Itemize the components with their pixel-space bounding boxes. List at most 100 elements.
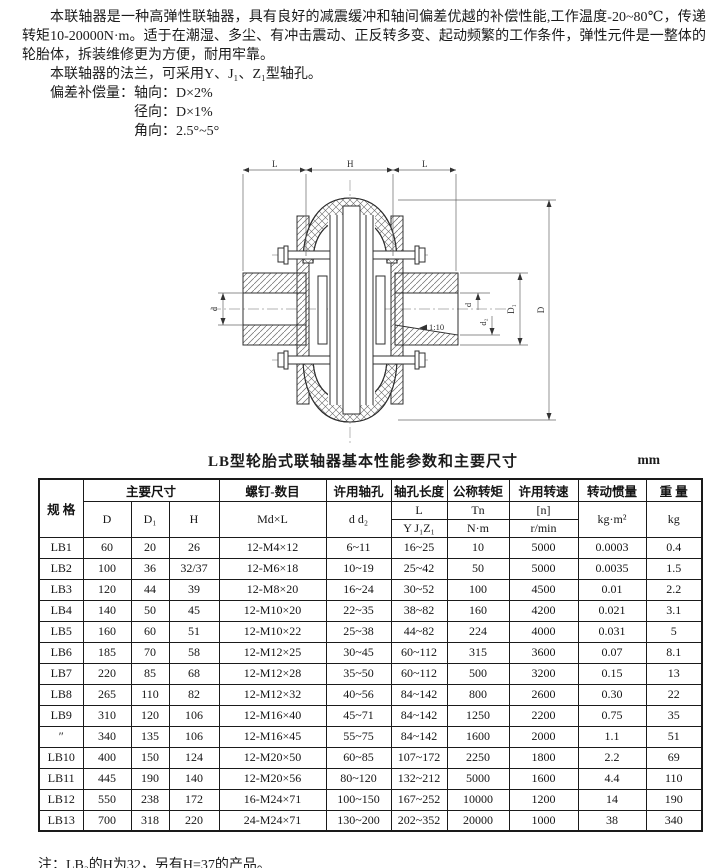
table-cell: 25~38 [325, 620, 392, 643]
col-header-Tn: Tn [446, 500, 510, 520]
table-row: LB1 60 20 26 12-M4×12 6~11 16~25 10 5000 0.0003 0.… [38, 536, 703, 559]
table-title-row: LB型轮胎式联轴器基本性能参数和主要尺寸 mm [0, 450, 726, 472]
col-header-Nm: N·m [446, 518, 510, 538]
col-header-spec: 规 格 [38, 478, 84, 538]
table-cell: LB5 [38, 620, 84, 643]
table-cell: 5 [645, 620, 703, 643]
table-cell: 60~85 [325, 746, 392, 769]
table-cell: 2.2 [577, 746, 647, 769]
col-header-inertia: 转动惯量 [577, 478, 647, 502]
table-cell: LB11 [38, 767, 84, 790]
col-header-bore: 许用轴孔 [325, 478, 392, 502]
table-cell: 107~172 [390, 746, 448, 769]
table-cell: 700 [82, 809, 132, 832]
table-cell: 5000 [446, 767, 510, 790]
table-cell: 58 [168, 641, 220, 664]
table-cell: 84~142 [390, 704, 448, 727]
table-cell: 500 [446, 662, 510, 685]
table-cell: 2000 [508, 725, 579, 748]
table-cell: 22~35 [325, 599, 392, 622]
col-header-YJZ: Y J₁Z₁ [390, 518, 448, 538]
table-cell: 310 [82, 704, 132, 727]
table-cell: 4500 [508, 578, 579, 601]
dimension-D-arrows [546, 200, 552, 420]
table-cell: 45 [168, 599, 220, 622]
table-cell: 400 [82, 746, 132, 769]
table-cell: 10~19 [325, 557, 392, 580]
col-header-main-dims: 主要尺寸 [82, 478, 220, 502]
table-cell: 1800 [508, 746, 579, 769]
table-cell: 160 [446, 599, 510, 622]
table-row: LB5 160 60 51 12-M10×22 25~38 44~82 224 4000 0.03… [38, 620, 703, 643]
table-cell: 160 [82, 620, 132, 643]
table-cell: LB13 [38, 809, 84, 832]
dia-label-D: D [536, 306, 546, 313]
table-cell: 185 [82, 641, 132, 664]
table-cell: 190 [645, 788, 703, 811]
table-cell: 318 [130, 809, 170, 832]
table-body: LB1 60 20 26 12-M4×12 6~11 16~25 10 5000 0.0003 0.… [38, 536, 703, 832]
table-cell: 12-M10×20 [218, 599, 327, 622]
table-cell: 16~24 [325, 578, 392, 601]
table-cell: 85 [130, 662, 170, 685]
table-cell: 69 [645, 746, 703, 769]
table-cell: 4200 [508, 599, 579, 622]
table-cell: 45~71 [325, 704, 392, 727]
table-cell: 220 [82, 662, 132, 685]
table-cell: 84~142 [390, 683, 448, 706]
offset-values: 轴向：D×2% 径向：D×1% 角向：2.5°~5° [134, 84, 219, 141]
col-header-H: H [168, 500, 220, 538]
taper-label: 1:10 [429, 322, 444, 332]
table-title: LB型轮胎式联轴器基本性能参数和主要尺寸 [207, 454, 518, 470]
table-cell: 1600 [446, 725, 510, 748]
table-cell: 39 [168, 578, 220, 601]
table-cell: 12-M8×20 [218, 578, 327, 601]
dim-label-L-left: L [272, 159, 278, 169]
bore-label-d-left: d [209, 306, 219, 311]
center-sleeve [317, 205, 386, 415]
spec-table-head: 规 格 主要尺寸 螺钉-数目 许用轴孔 轴孔长度 公称转矩 许用转速 转动惯量 … [38, 478, 703, 538]
dimension-D1 [460, 272, 528, 346]
table-cell: 12-M20×56 [218, 767, 327, 790]
col-header-kg: kg [645, 500, 703, 538]
footnote: 注：LB₂的H为32，另有H=37的产品。 [38, 858, 271, 868]
table-cell: 12-M4×12 [218, 536, 327, 559]
table-row: LB12 550 238 172 16-M24×71 100~150 167~252 1000… [38, 788, 703, 811]
table-cell: 30~52 [390, 578, 448, 601]
table-cell: LB2 [38, 557, 84, 580]
table-cell: 315 [446, 641, 510, 664]
table-cell: 120 [130, 704, 170, 727]
col-header-torque: 公称转矩 [446, 478, 510, 502]
table-row: LB11 445 190 140 12-M20×56 80~120 132~212 5000 1… [38, 767, 703, 790]
table-cell: 130~200 [325, 809, 392, 832]
table-cell: 140 [82, 599, 132, 622]
table-cell: LB9 [38, 704, 84, 727]
table-cell: 1000 [508, 809, 579, 832]
table-cell: 14 [577, 788, 647, 811]
col-header-bore-length: 轴孔长度 [390, 478, 448, 502]
table-cell: 6~11 [325, 536, 392, 559]
dia-label-D1: D₁ [506, 304, 516, 314]
intro-section: 本联轴器是一种高弹性联轴器，具有良好的减震缓冲和轴间偏差优越的补偿性能,工作温度… [22, 8, 706, 141]
taper-arrow [419, 324, 427, 331]
table-cell: 1600 [508, 767, 579, 790]
table-cell: 2600 [508, 683, 579, 706]
col-header-kgm2: kg·m² [577, 500, 647, 538]
table-cell: 40~56 [325, 683, 392, 706]
offset-radial: 径向：D×1% [134, 105, 213, 120]
table-cell: 5000 [508, 536, 579, 559]
table-cell: 70 [130, 641, 170, 664]
offset-compensation-block: 偏差补偿量： 轴向：D×2% 径向：D×1% 角向：2.5°~5° [50, 84, 706, 141]
table-cell: 106 [168, 725, 220, 748]
table-cell: 12-M12×28 [218, 662, 327, 685]
dim-label-L-right: L [422, 159, 428, 169]
col-header-D: D [82, 500, 132, 538]
table-row: LB7 220 85 68 12-M12×28 35~50 60~112 500 3200 0.1… [38, 662, 703, 685]
table-cell: 0.0003 [577, 536, 647, 559]
table-cell: 1.1 [577, 725, 647, 748]
table-cell: 0.4 [645, 536, 703, 559]
table-cell: 16-M24×71 [218, 788, 327, 811]
table-cell: LB7 [38, 662, 84, 685]
table-cell: LB6 [38, 641, 84, 664]
